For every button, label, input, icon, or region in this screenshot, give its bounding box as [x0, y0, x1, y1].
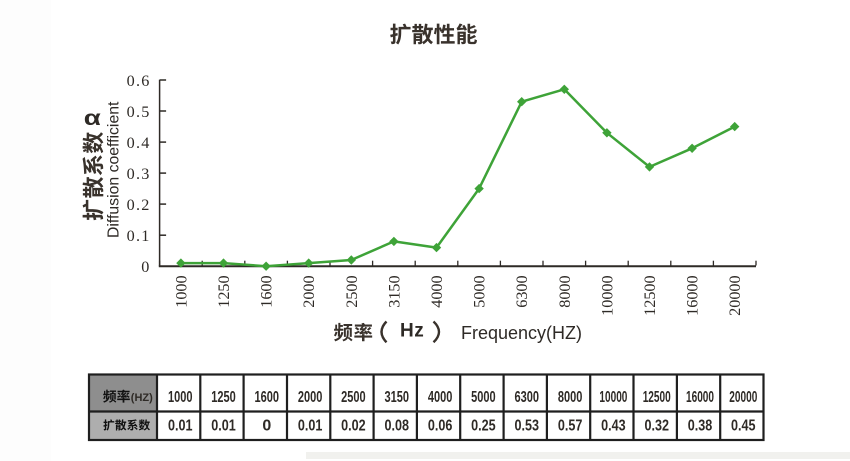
svg-text:1250: 1250 [211, 389, 236, 406]
svg-text:0.3: 0.3 [127, 165, 151, 183]
svg-text:0.1: 0.1 [127, 227, 151, 245]
svg-text:4000: 4000 [428, 275, 446, 307]
svg-text:0.4: 0.4 [127, 134, 151, 152]
svg-text:2500: 2500 [343, 275, 361, 307]
svg-text:4000: 4000 [428, 389, 453, 406]
svg-text:8000: 8000 [556, 275, 574, 307]
svg-text:0.01: 0.01 [211, 417, 236, 434]
svg-text:0.6: 0.6 [127, 72, 151, 90]
svg-text:1600: 1600 [255, 389, 280, 406]
svg-text:0.32: 0.32 [644, 417, 669, 434]
svg-text:0.02: 0.02 [341, 417, 366, 434]
svg-text:5000: 5000 [471, 275, 489, 307]
svg-text:0.5: 0.5 [127, 103, 151, 121]
svg-text:3150: 3150 [385, 275, 403, 307]
svg-text:0.43: 0.43 [601, 417, 626, 434]
svg-text:10000: 10000 [599, 389, 627, 406]
svg-text:0: 0 [262, 417, 271, 434]
svg-text:6300: 6300 [513, 275, 531, 307]
svg-text:α: α [84, 107, 101, 130]
svg-text:2500: 2500 [341, 389, 366, 406]
svg-text:8000: 8000 [558, 389, 583, 406]
svg-text:12500: 12500 [643, 389, 671, 406]
svg-text:6300: 6300 [514, 389, 539, 406]
svg-text:0.25: 0.25 [471, 417, 496, 434]
svg-text:20000: 20000 [726, 275, 744, 315]
svg-text:2000: 2000 [298, 389, 323, 406]
svg-text:16000: 16000 [686, 389, 714, 406]
svg-text:10000: 10000 [598, 275, 616, 315]
svg-text:3150: 3150 [385, 389, 410, 406]
svg-text:0.53: 0.53 [514, 417, 539, 434]
svg-text:(HZ): (HZ) [131, 392, 153, 404]
svg-text:16000: 16000 [684, 275, 702, 315]
svg-text:1250: 1250 [215, 275, 233, 307]
svg-text:0.06: 0.06 [428, 417, 453, 434]
svg-text:0.01: 0.01 [168, 417, 193, 434]
svg-text:5000: 5000 [471, 389, 496, 406]
svg-text:1600: 1600 [258, 275, 276, 307]
svg-text:Frequency(HZ): Frequency(HZ) [461, 323, 582, 343]
svg-text:0.57: 0.57 [558, 417, 583, 434]
svg-text:Hz: Hz [400, 321, 424, 342]
svg-text:20000: 20000 [729, 389, 757, 406]
svg-text:1000: 1000 [172, 275, 190, 307]
svg-text:12500: 12500 [641, 275, 659, 315]
svg-text:0.08: 0.08 [385, 417, 410, 434]
svg-text:0.01: 0.01 [298, 417, 323, 434]
svg-text:0.2: 0.2 [127, 196, 151, 214]
svg-text:1000: 1000 [168, 389, 193, 406]
svg-text:0.45: 0.45 [731, 417, 756, 434]
svg-text:0.38: 0.38 [688, 417, 713, 434]
svg-text:2000: 2000 [300, 275, 318, 307]
svg-text:Diffusion coefficient: Diffusion coefficient [106, 101, 123, 238]
svg-text:0: 0 [141, 258, 150, 276]
